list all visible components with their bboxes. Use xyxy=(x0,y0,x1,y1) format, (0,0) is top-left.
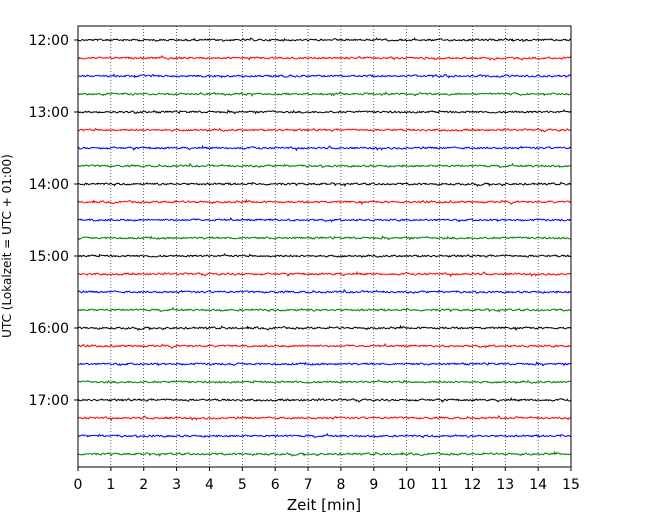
trace-16 xyxy=(77,324,572,332)
trace-17 xyxy=(77,342,572,349)
trace-11 xyxy=(77,235,572,241)
trace-22 xyxy=(77,432,572,439)
trace-23 xyxy=(77,450,572,457)
x-tick-label-10: 10 xyxy=(398,477,416,493)
trace-21 xyxy=(77,415,572,422)
y-tick-label-0: 12:00 xyxy=(29,33,69,49)
trace-9 xyxy=(77,198,572,206)
plot-frame xyxy=(77,25,572,468)
trace-20 xyxy=(77,396,572,403)
x-tick-label-7: 7 xyxy=(304,477,313,493)
trace-13 xyxy=(77,270,572,278)
trace-8 xyxy=(77,181,572,187)
trace-7 xyxy=(77,162,572,169)
trace-18 xyxy=(77,361,572,367)
trace-19 xyxy=(77,379,572,385)
x-tick-label-0: 0 xyxy=(74,477,83,493)
x-axis-label: Zeit [min] xyxy=(287,496,361,514)
x-tick-label-1: 1 xyxy=(106,477,115,493)
trace-10 xyxy=(77,216,572,223)
x-tick-label-2: 2 xyxy=(139,477,148,493)
y-tick-label-4: 16:00 xyxy=(29,321,69,337)
y-tick-label-1: 13:00 xyxy=(29,105,69,121)
vertical-grid xyxy=(110,26,539,467)
y-tick-label-3: 15:00 xyxy=(29,249,69,265)
trace-15 xyxy=(77,306,572,313)
trace-12 xyxy=(77,253,572,259)
x-tick-label-13: 13 xyxy=(496,477,514,493)
x-tick-label-9: 9 xyxy=(369,477,378,493)
x-tick-label-15: 15 xyxy=(562,477,580,493)
trace-1 xyxy=(77,54,572,61)
trace-3 xyxy=(77,91,572,98)
trace-0 xyxy=(77,37,572,43)
trace-2 xyxy=(78,73,572,79)
x-tick-label-5: 5 xyxy=(238,477,247,493)
x-tick-label-14: 14 xyxy=(529,477,547,493)
x-tick-label-12: 12 xyxy=(463,477,481,493)
x-tick-label-6: 6 xyxy=(271,477,280,493)
trace-group xyxy=(77,37,572,457)
x-tick-label-3: 3 xyxy=(172,477,181,493)
x-tick-label-4: 4 xyxy=(205,477,214,493)
x-tick-label-11: 11 xyxy=(431,477,449,493)
x-tick-label-8: 8 xyxy=(336,477,345,493)
trace-6 xyxy=(77,144,572,152)
trace-4 xyxy=(77,109,571,115)
y-tick-label-5: 17:00 xyxy=(29,393,69,409)
y-axis-label: UTC (Lokalzeit = UTC + 01:00) xyxy=(0,154,14,338)
trace-5 xyxy=(77,127,572,133)
y-tick-label-2: 14:00 xyxy=(29,177,69,193)
y-axis-ticks: 12:00 13:00 14:00 15:00 16:00 17:00 xyxy=(29,33,78,409)
x-axis-ticks: 0 1 2 3 4 5 6 7 8 9 10 11 12 13 14 15 xyxy=(74,467,580,493)
trace-14 xyxy=(77,289,572,295)
